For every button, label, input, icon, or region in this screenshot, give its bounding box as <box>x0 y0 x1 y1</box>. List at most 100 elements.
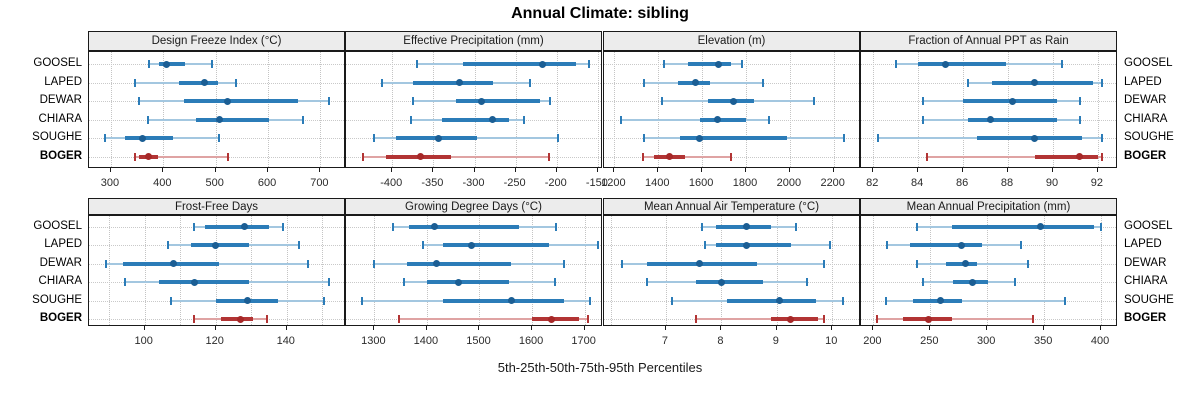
whisker-cap <box>1101 152 1104 161</box>
axis-tick <box>872 326 874 330</box>
panel-growing-degree-days-c <box>345 215 602 326</box>
iqr-bar-25th-75th <box>179 80 219 85</box>
axis-tick-label: 86 <box>955 177 969 189</box>
iqr-bar-25th-75th <box>184 99 298 103</box>
whisker-cap <box>557 134 560 142</box>
axis-tick-label: 9 <box>772 335 779 347</box>
median-dot <box>742 223 750 230</box>
gridline <box>532 216 534 325</box>
whisker-cap <box>828 241 831 249</box>
median-dot <box>539 60 547 68</box>
category-label-dewar: DEWAR <box>39 256 82 269</box>
whisker-cap <box>701 222 703 231</box>
axis-tick <box>664 326 666 330</box>
axis-tick <box>514 168 516 172</box>
chart-title: Annual Climate: sibling <box>511 5 689 22</box>
gridline <box>930 216 932 325</box>
axis-tick <box>214 326 216 330</box>
whisker-5th-95th <box>927 155 1103 158</box>
axis-tick <box>267 168 269 172</box>
axis-tick <box>744 168 746 172</box>
median-dot <box>924 315 932 323</box>
gridline <box>268 52 270 167</box>
gridline <box>918 52 920 167</box>
iqr-bar-25th-75th <box>195 117 269 122</box>
gridline <box>110 52 112 167</box>
whisker-cap <box>915 222 918 231</box>
whisker-cap <box>266 315 269 323</box>
category-label-chiara: CHIARA <box>38 112 82 125</box>
whisker-cap <box>921 97 924 105</box>
gridline <box>597 52 599 167</box>
axis-tick-label: 100 <box>134 335 153 347</box>
gridline <box>374 216 376 325</box>
whisker-cap <box>1013 278 1016 286</box>
whisker-cap <box>670 296 673 305</box>
whisker-cap <box>1063 296 1066 305</box>
whisker-cap <box>729 152 732 161</box>
median-dot <box>962 260 970 267</box>
axis-tick <box>720 326 722 330</box>
category-label-boger: BOGER <box>39 312 82 324</box>
axis-tick <box>1051 168 1053 172</box>
whisker-cap <box>137 97 140 105</box>
whisker-cap <box>1078 97 1081 105</box>
median-dot <box>729 97 737 105</box>
axis-tick-label: 700 <box>310 177 329 189</box>
whisker-cap <box>645 278 648 286</box>
axis-tick <box>583 326 585 330</box>
whisker-cap <box>806 278 809 286</box>
median-dot <box>715 60 723 68</box>
whisker-cap <box>1100 222 1103 231</box>
axis-tick-label: 120 <box>205 335 224 347</box>
whisker-cap <box>1078 115 1081 124</box>
category-label-laped: LAPED <box>44 75 82 88</box>
axis-tick-label: 1200 <box>601 177 626 189</box>
category-label-dewar: DEWAR <box>1124 256 1167 269</box>
whisker-cap <box>620 115 623 124</box>
axis-tick-label: 1600 <box>518 335 544 347</box>
iqr-bar-25th-75th <box>426 280 510 284</box>
category-label-dewar: DEWAR <box>1124 94 1167 106</box>
axis-tick-label: 1400 <box>413 335 439 347</box>
panel-mean-annual-precipitation-mm <box>860 215 1117 326</box>
iqr-bar-25th-75th <box>992 80 1094 85</box>
median-dot <box>941 60 949 68</box>
panel-strip-title: Frost-Free Days <box>174 200 259 213</box>
panel-strip-mean-annual-precipitation-mm: Mean Annual Precipitation (mm) <box>860 198 1117 215</box>
whisker-cap <box>549 97 552 105</box>
whisker-5th-95th <box>134 155 228 158</box>
axis-tick <box>319 168 321 172</box>
median-dot <box>695 260 703 267</box>
gridline <box>702 52 704 167</box>
whisker-cap <box>562 259 565 268</box>
iqr-bar-25th-75th <box>918 62 1006 66</box>
median-dot <box>489 116 497 123</box>
gridline <box>873 216 875 325</box>
whisker-cap <box>642 134 645 142</box>
whisker-cap <box>398 315 401 323</box>
iqr-bar-25th-75th <box>696 280 763 284</box>
panel-strip-fraction-of-annual-ppt-as-rain: Fraction of Annual PPT as Rain <box>860 31 1117 51</box>
x-axis-label: 5th-25th-50th-75th-95th Percentiles <box>497 360 703 375</box>
median-dot <box>717 278 725 286</box>
median-dot <box>215 116 223 123</box>
median-dot <box>986 116 994 123</box>
whisker-cap <box>922 278 925 286</box>
axis-tick <box>143 326 145 330</box>
axis-tick <box>929 326 931 330</box>
gridline <box>1008 52 1010 167</box>
whisker-cap <box>1060 60 1063 68</box>
whisker-cap <box>307 259 310 268</box>
median-dot <box>237 315 245 323</box>
axis-tick-label: 7 <box>661 335 669 347</box>
category-label-soughe: SOUGHE <box>32 293 82 306</box>
median-dot <box>430 223 438 230</box>
iqr-bar-25th-75th <box>442 298 564 303</box>
gridline <box>144 216 146 325</box>
iqr-bar-25th-75th <box>441 117 510 122</box>
median-dot <box>1031 134 1039 142</box>
gridline <box>433 52 435 167</box>
median-dot <box>692 79 700 86</box>
category-label-chiara: CHIARA <box>1124 112 1168 125</box>
